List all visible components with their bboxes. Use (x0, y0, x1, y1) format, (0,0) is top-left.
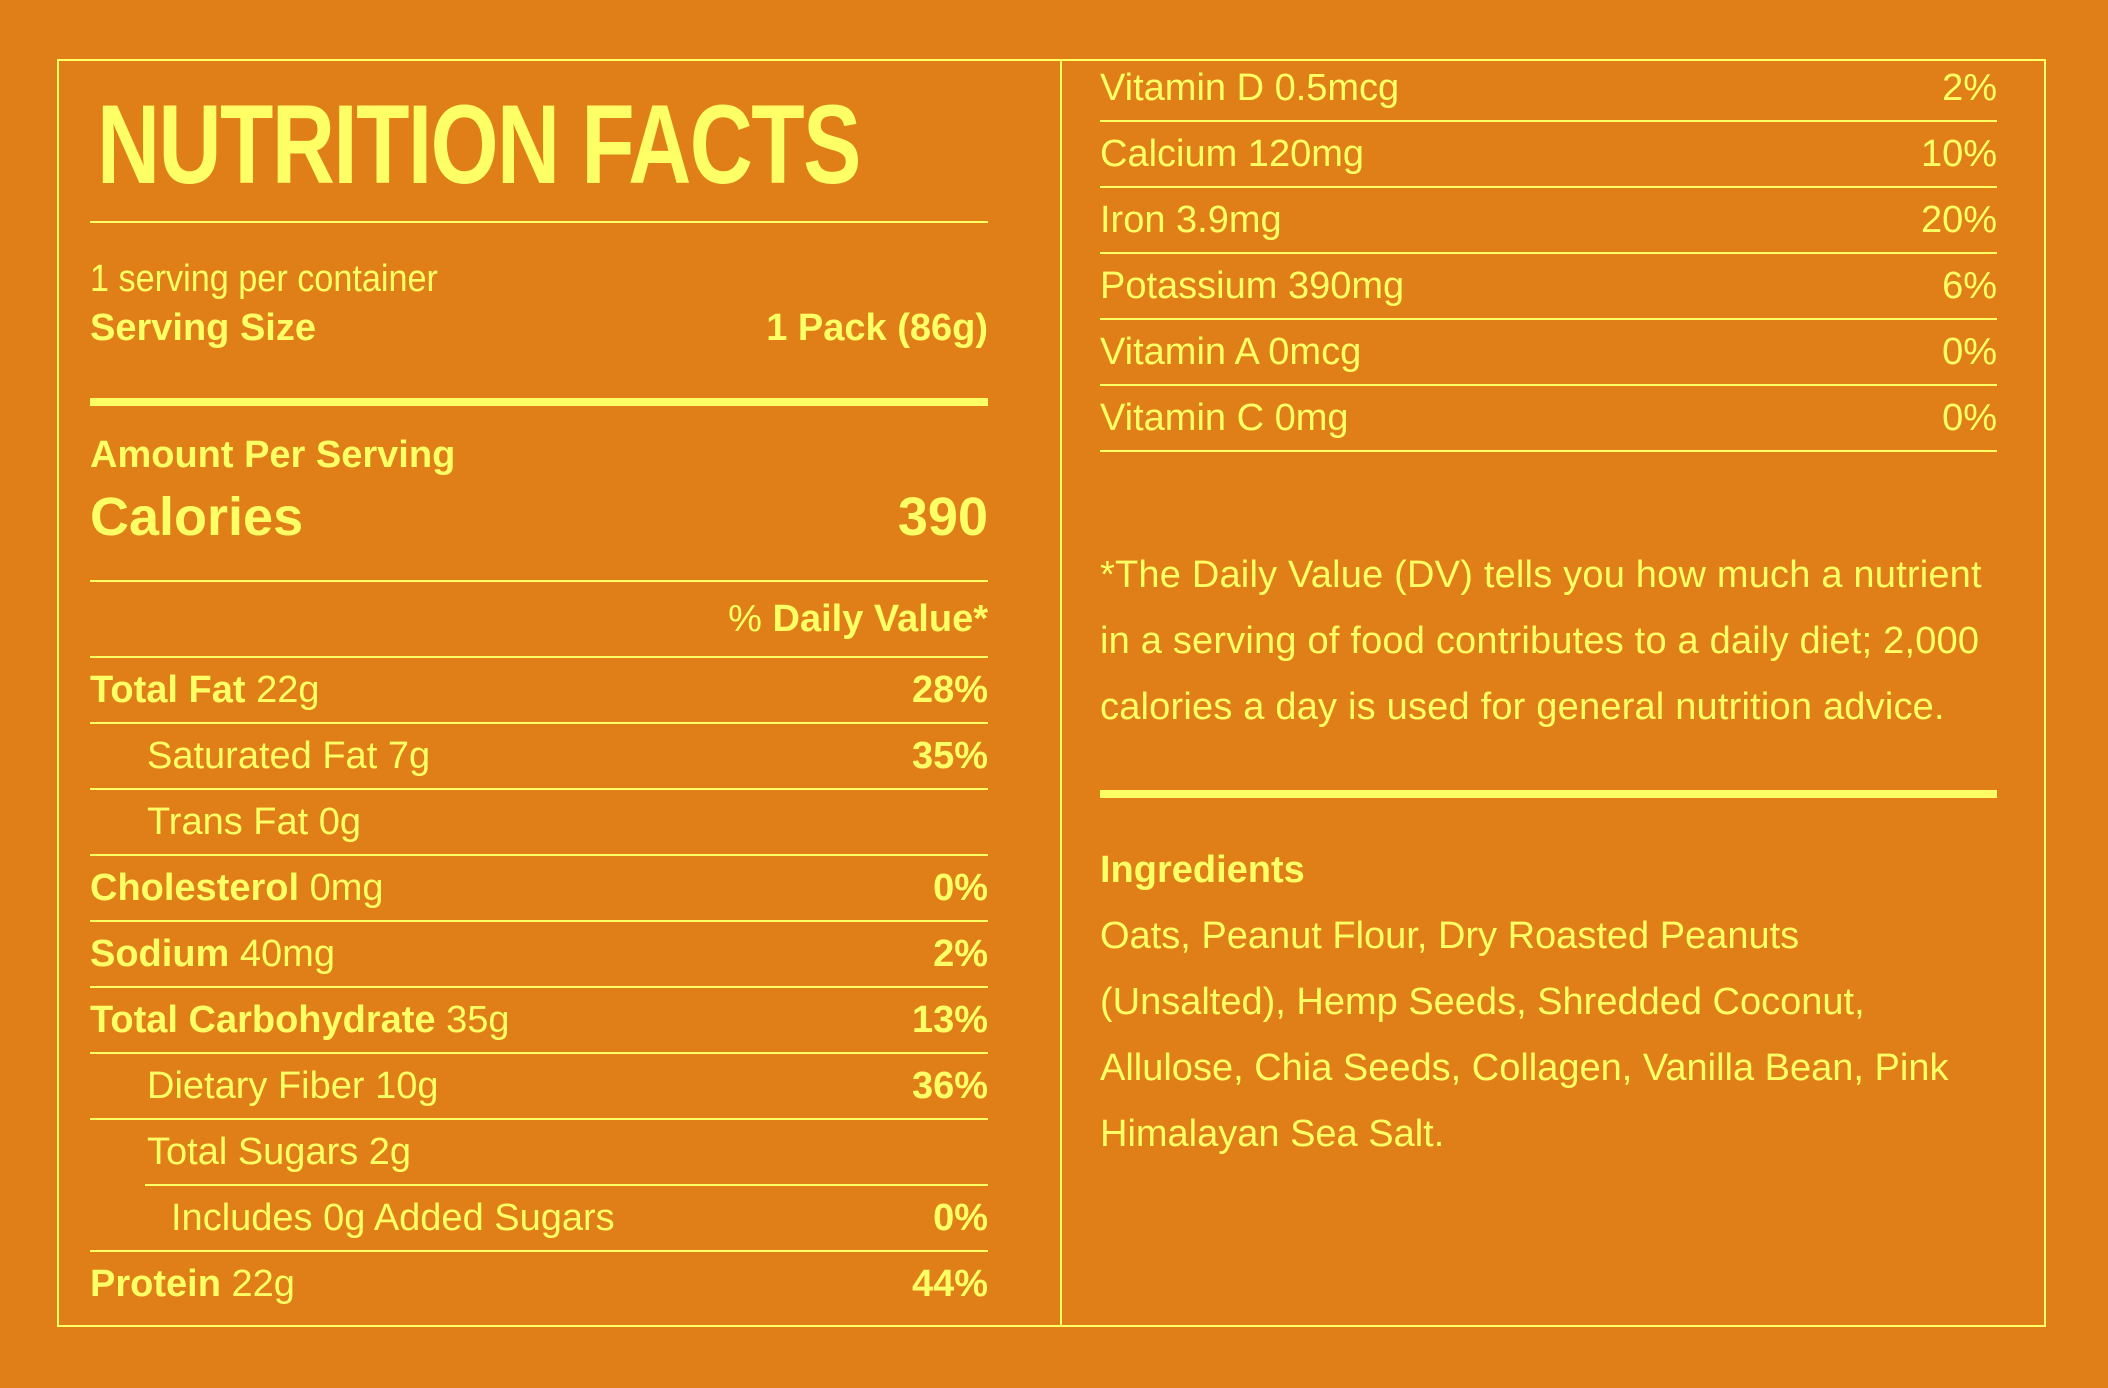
vitamin-daily-value: 0% (1942, 396, 1997, 439)
vitamin-row: Iron 3.9mg 20% (1100, 188, 1997, 252)
calories-label: Calories (90, 487, 304, 547)
nutrient-amount: 10g (375, 1064, 439, 1107)
nutrient-row: Dietary Fiber 10g 36% (90, 1054, 988, 1118)
ingredients-text: Oats, Peanut Flour, Dry Roasted Peanuts … (1100, 915, 1949, 1155)
nutrient-row: Saturated Fat 7g 35% (90, 724, 988, 788)
dv-header-rule (90, 656, 988, 658)
nutrient-name: Protein 22g (90, 1262, 295, 1305)
nutrient-amount: 2g (368, 1130, 412, 1173)
nutrient-row: Total Sugars 2g (90, 1120, 988, 1184)
nutrient-divider (90, 1250, 988, 1252)
calories-value: 390 (897, 487, 988, 547)
ingredients-title: Ingredients (1100, 849, 1305, 891)
vitamin-row: Vitamin A 0mcg 0% (1100, 320, 1997, 384)
nutrient-daily-value: 28% (911, 668, 988, 711)
vitamin-name: Calcium 120mg (1100, 132, 1364, 175)
nutrient-daily-value: 0% (933, 866, 988, 909)
nutrient-amount: 40mg (239, 932, 335, 975)
nutrient-divider (90, 854, 988, 856)
nutrient-row: Trans Fat 0g (90, 790, 988, 854)
nutrient-row: Sodium 40mg 2% (90, 922, 988, 986)
serving-thick-rule (90, 398, 988, 406)
nutrient-divider (145, 1184, 988, 1186)
vitamin-daily-value: 10% (1920, 132, 1997, 175)
daily-value-header: % Daily Value* (728, 598, 988, 640)
nutrient-daily-value: 44% (911, 1262, 988, 1305)
nutrient-name: Cholesterol 0mg (90, 866, 384, 909)
vitamin-row: Calcium 120mg 10% (1100, 122, 1997, 186)
serving-size-row: Serving Size 1 Pack (86g) (90, 306, 988, 350)
calories-row: Calories 390 (90, 484, 988, 550)
title-rule (90, 221, 988, 223)
calories-rule (90, 580, 988, 582)
vitamin-name: Vitamin A 0mcg (1100, 330, 1362, 373)
nutrient-divider (90, 1052, 988, 1054)
serving-size-value: 1 Pack (86g) (766, 307, 988, 349)
servings-per-container: 1 serving per container (90, 258, 438, 300)
daily-value-footnote: *The Daily Value (DV) tells you how much… (1100, 554, 1982, 728)
nutrient-row: Cholesterol 0mg 0% (90, 856, 988, 920)
nutrient-amount: 22g (231, 1262, 295, 1305)
serving-size-label: Serving Size (90, 307, 316, 349)
nutrient-row: Protein 22g 44% (90, 1252, 988, 1316)
nutrient-amount: 35g (446, 998, 510, 1041)
vitamin-name: Potassium 390mg (1100, 264, 1405, 307)
footnote-thick-rule (1100, 790, 1997, 798)
nutrient-divider (90, 1118, 988, 1120)
vitamin-name: Iron 3.9mg (1100, 198, 1282, 241)
nutrient-daily-value: 13% (911, 998, 988, 1041)
vitamin-daily-value: 0% (1942, 330, 1997, 373)
vitamin-divider (1100, 186, 1997, 188)
nutrient-daily-value: 0% (933, 1196, 988, 1239)
vitamin-daily-value: 2% (1942, 66, 1997, 109)
column-divider (1060, 59, 1062, 1327)
vitamin-divider (1100, 450, 1997, 452)
vitamin-daily-value: 6% (1942, 264, 1997, 307)
vitamin-divider (1100, 120, 1997, 122)
nutrient-amount: 0mg (309, 866, 384, 909)
label-title: NUTRITION FACTS (97, 82, 861, 207)
nutrient-amount: 22g (256, 668, 320, 711)
nutrient-daily-value: 36% (911, 1064, 988, 1107)
nutrition-label-border (57, 59, 2046, 1327)
vitamin-row: Vitamin D 0.5mcg 2% (1100, 56, 1997, 120)
nutrient-divider (90, 722, 988, 724)
nutrient-name: Dietary Fiber 10g (147, 1064, 439, 1107)
nutrient-amount: 0g (318, 800, 362, 843)
vitamin-daily-value: 20% (1920, 198, 1997, 241)
vitamin-name: Vitamin C 0mg (1100, 396, 1349, 439)
nutrient-daily-value: 35% (911, 734, 988, 777)
nutrient-row: Includes 0g Added Sugars 0% (90, 1186, 988, 1250)
vitamin-row: Vitamin C 0mg 0% (1100, 386, 1997, 450)
nutrient-name: Total Fat 22g (90, 668, 320, 711)
vitamin-row: Potassium 390mg 6% (1100, 254, 1997, 318)
nutrient-amount: 7g (387, 734, 431, 777)
nutrient-name: Saturated Fat 7g (147, 734, 431, 777)
nutrient-name: Total Carbohydrate 35g (90, 998, 510, 1041)
nutrient-row: Total Carbohydrate 35g 13% (90, 988, 988, 1052)
amount-per-serving: Amount Per Serving (90, 434, 456, 476)
nutrient-name: Includes 0g Added Sugars (171, 1196, 615, 1239)
vitamin-divider (1100, 384, 1997, 386)
nutrient-daily-value: 2% (933, 932, 988, 975)
nutrient-name: Sodium 40mg (90, 932, 335, 975)
nutrient-divider (90, 986, 988, 988)
nutrient-name: Total Sugars 2g (147, 1130, 412, 1173)
vitamin-name: Vitamin D 0.5mcg (1100, 66, 1400, 109)
nutrient-divider (90, 920, 988, 922)
vitamin-divider (1100, 318, 1997, 320)
nutrient-row: Total Fat 22g 28% (90, 658, 988, 722)
vitamin-divider (1100, 252, 1997, 254)
nutrient-divider (90, 788, 988, 790)
nutrient-name: Trans Fat 0g (147, 800, 362, 843)
